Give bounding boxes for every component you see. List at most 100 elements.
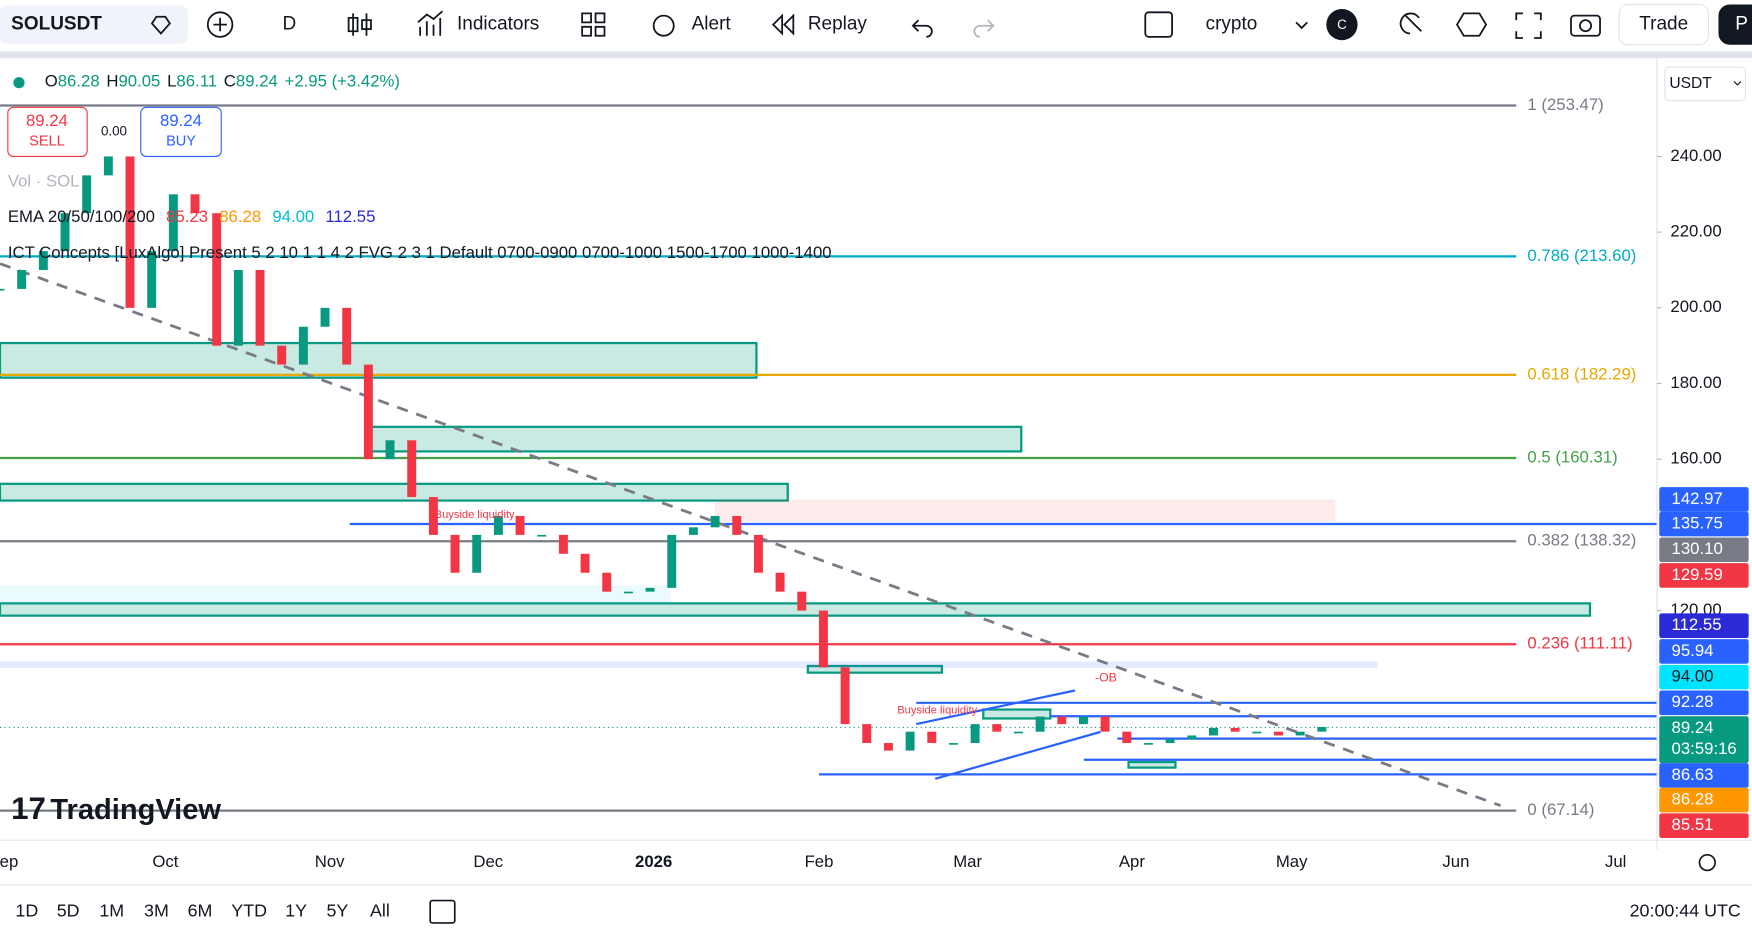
replay[interactable]: Replay [808, 14, 868, 35]
candle [1209, 727, 1218, 736]
candle [710, 515, 720, 528]
candle [862, 724, 872, 744]
snapshot[interactable] [1570, 14, 1601, 37]
range-button[interactable]: YTD [231, 900, 267, 920]
lens [1579, 19, 1592, 33]
candle [818, 610, 828, 668]
range-button[interactable]: 1M [99, 900, 124, 920]
candle [385, 440, 395, 460]
bearish-zone [715, 499, 1336, 522]
buy-label[interactable]: BUY [166, 134, 196, 150]
sell-label[interactable]: SELL [29, 134, 65, 150]
exchange-icon[interactable] [150, 15, 171, 35]
ohlc-label: H [106, 72, 118, 91]
price-badge [1659, 563, 1749, 588]
ohlc-label: C [224, 72, 236, 91]
candle [645, 587, 655, 592]
price-badge-label: 95.94 [1672, 641, 1714, 660]
alert-icon[interactable] [652, 14, 675, 37]
publish[interactable]: P [1735, 14, 1748, 35]
layout-name[interactable]: crypto [1206, 14, 1258, 35]
compare-button[interactable] [206, 11, 234, 38]
candle [1274, 731, 1283, 736]
candle [428, 497, 438, 535]
x-tick-label: Jun [1442, 852, 1469, 871]
currency[interactable]: USDT [1669, 75, 1712, 92]
candle [125, 156, 135, 308]
layout-chevron[interactable] [1295, 21, 1308, 30]
range-button[interactable]: 5Y [327, 900, 349, 920]
candle [190, 194, 200, 214]
templates[interactable] [581, 12, 606, 37]
ohlc-legend: O86.28 H90.05 L86.11 C89.24 +2.95 (+3.42%) [45, 72, 400, 91]
quick-search[interactable] [1399, 12, 1422, 35]
candle [905, 731, 915, 751]
fib-label: 0.786 (213.60) [1527, 246, 1636, 265]
candle [775, 572, 785, 592]
replay-icon[interactable] [771, 13, 795, 36]
trade[interactable]: Trade [1639, 14, 1688, 35]
buy-price[interactable]: 89.24 [160, 111, 202, 130]
axis-settings[interactable] [1698, 853, 1716, 872]
price-badge-label: 129.59 [1672, 565, 1723, 584]
buy-button[interactable] [140, 106, 222, 157]
price-badge [1659, 664, 1749, 690]
ohlc-value: 90.05 [118, 72, 160, 91]
fullscreen[interactable] [1515, 12, 1542, 39]
price-badge-label: 85.51 [1672, 815, 1714, 834]
range-button[interactable]: 6M [188, 900, 213, 920]
currency-select[interactable] [1664, 66, 1746, 102]
toolbar-divider [0, 51, 1752, 59]
indicators[interactable]: Indicators [457, 14, 539, 35]
redo[interactable] [973, 19, 995, 38]
y-tick-label: 240.00 [1670, 146, 1721, 165]
ohlc-label: O [45, 72, 58, 91]
publish-button[interactable] [1718, 4, 1752, 45]
range-button[interactable]: All [370, 900, 390, 920]
x-ticks: Sep Oct Nov Dec 2026 Feb Mar Apr May Jun Jul [0, 852, 1626, 871]
zone [365, 425, 1023, 453]
candle [580, 553, 590, 573]
sell-button[interactable] [7, 106, 88, 157]
layout-icon[interactable] [1144, 11, 1173, 38]
price-badge-label: 89.24 [1672, 718, 1714, 737]
fib-label: 0.382 (138.32) [1527, 531, 1636, 550]
zone [0, 341, 758, 379]
trade-button[interactable] [1618, 3, 1709, 46]
status-dot [13, 77, 25, 89]
range-button[interactable]: 1D [15, 900, 38, 920]
price-badge [1659, 537, 1749, 563]
candle [277, 345, 287, 365]
ema-value: 94.00 [272, 207, 314, 226]
chart-type[interactable] [347, 13, 372, 36]
date-range[interactable] [429, 899, 456, 924]
symbol-box[interactable] [0, 5, 188, 44]
range-button[interactable]: 1Y [285, 900, 307, 920]
sell-price[interactable]: 89.24 [26, 111, 68, 130]
zones [0, 341, 1592, 769]
indicators-icon[interactable] [417, 10, 444, 36]
price-badges: 142.97 135.75 130.10 129.59 112.55 95.94 94.00… [1659, 487, 1749, 839]
candle [992, 724, 1002, 732]
x-tick-label: Dec [473, 852, 503, 871]
avatar[interactable] [1326, 8, 1358, 41]
range-button[interactable]: 3M [144, 900, 169, 920]
range-button[interactable]: 5D [57, 900, 80, 920]
interval[interactable]: D [283, 14, 297, 35]
candle [1078, 716, 1088, 725]
ohlc-label: L [167, 72, 176, 91]
undo[interactable] [911, 19, 933, 38]
logo-text: TradingView [50, 794, 221, 826]
settings[interactable] [1455, 12, 1488, 37]
alert[interactable]: Alert [692, 14, 732, 35]
annotation: Buyside liquidity [435, 509, 515, 521]
ema-value: 86.28 [219, 207, 261, 226]
annotation: Buyside liquidity [897, 705, 977, 717]
candle [797, 591, 807, 611]
y-tick-label: 220.00 [1670, 222, 1721, 241]
zone [806, 664, 944, 674]
candle [472, 534, 482, 573]
symbol[interactable]: SOLUSDT [11, 14, 102, 35]
fib-label: 1 (253.47) [1527, 95, 1603, 114]
